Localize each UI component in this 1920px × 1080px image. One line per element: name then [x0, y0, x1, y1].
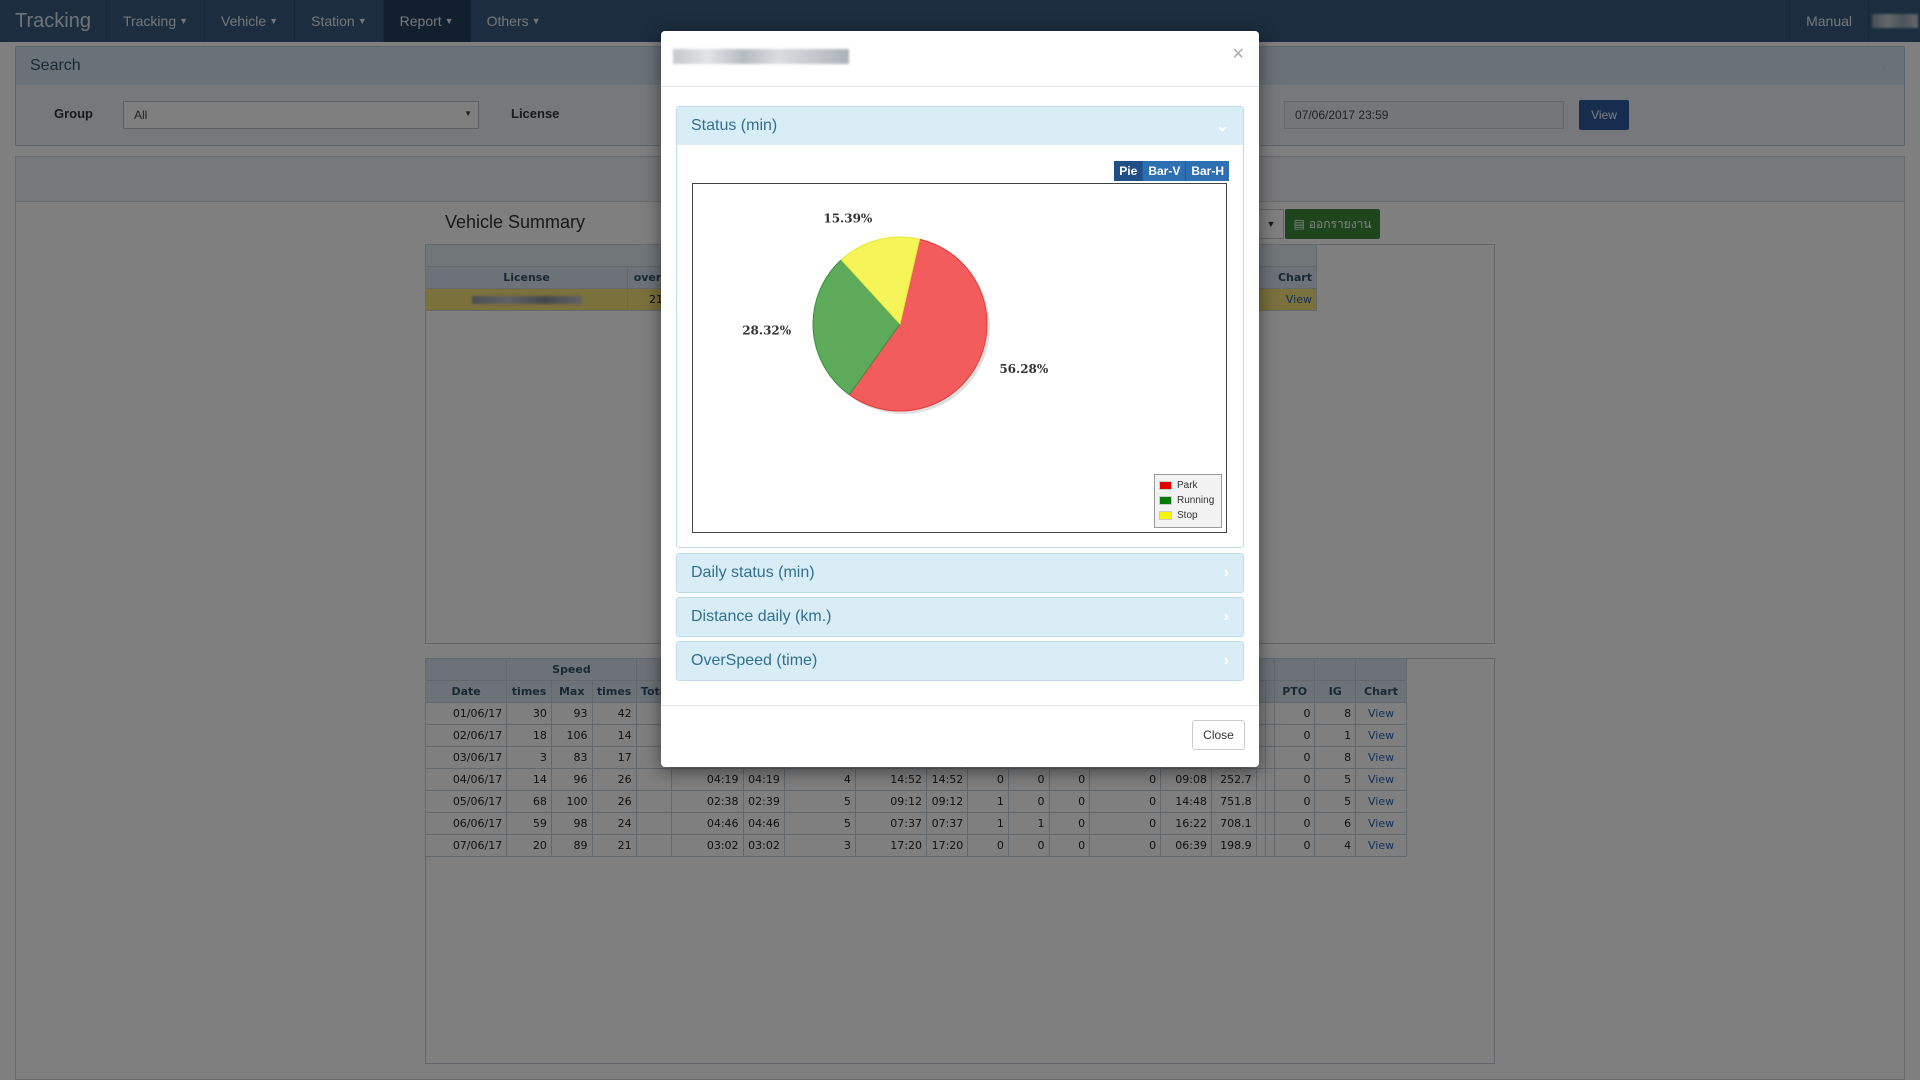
chart-type-pie-button[interactable]: Pie [1114, 161, 1144, 181]
blurred-modal-title [673, 49, 849, 64]
pie-value-label-stop: 15.39% [823, 212, 873, 226]
legend-swatch-running [1159, 496, 1172, 505]
pie-chart: 56.28% 28.32% 15.39% [742, 212, 1049, 414]
legend-swatch-park [1159, 481, 1172, 490]
accordion-distance-daily[interactable]: Distance daily (km.) › [676, 597, 1244, 637]
accordion-distance-daily-header[interactable]: Distance daily (km.) › [677, 598, 1243, 636]
chart-type-bar-v-button[interactable]: Bar-V [1143, 161, 1187, 181]
chart-modal: × Status (min) ⌄ Pie Bar-V Bar-H 56.28% 2… [661, 31, 1259, 767]
pie-slice-running[interactable] [812, 259, 901, 396]
legend-label-park: Park [1177, 480, 1198, 491]
chevron-down-icon: ⌄ [1215, 118, 1229, 135]
accordion-overspeed[interactable]: OverSpeed (time) › [676, 641, 1244, 681]
accordion-status: Status (min) ⌄ Pie Bar-V Bar-H 56.28% 28.… [676, 106, 1244, 548]
chevron-right-icon: › [1223, 652, 1229, 669]
pie-chart-frame: 56.28% 28.32% 15.39% Park Running Stop [692, 183, 1227, 533]
pie-slice-park[interactable] [848, 238, 988, 412]
accordion-overspeed-title: OverSpeed (time) [691, 652, 818, 669]
close-icon[interactable]: × [1232, 43, 1244, 65]
accordion-overspeed-header[interactable]: OverSpeed (time) › [677, 642, 1243, 680]
modal-header: × [661, 31, 1259, 87]
legend-label-stop: Stop [1177, 510, 1198, 521]
accordion-daily-status-title: Daily status (min) [691, 564, 815, 581]
chart-legend: Park Running Stop [1154, 474, 1222, 528]
pie-value-label-running: 28.32% [742, 323, 792, 337]
modal-footer: Close [661, 705, 1259, 767]
accordion-status-title: Status (min) [691, 117, 778, 134]
legend-swatch-stop [1159, 511, 1172, 520]
legend-item-running: Running [1159, 493, 1217, 508]
accordion-daily-status[interactable]: Daily status (min) › [676, 553, 1244, 593]
pie-value-label-park: 56.28% [999, 362, 1049, 376]
chevron-right-icon: › [1223, 564, 1229, 581]
pie-slice-stop[interactable] [840, 236, 921, 326]
legend-label-running: Running [1177, 495, 1215, 506]
accordion-status-header[interactable]: Status (min) ⌄ [677, 107, 1243, 145]
legend-item-stop: Stop [1159, 508, 1217, 523]
chart-type-switch: Pie Bar-V Bar-H [1114, 161, 1229, 181]
chevron-right-icon: › [1223, 608, 1229, 625]
close-button[interactable]: Close [1192, 720, 1245, 750]
legend-item-park: Park [1159, 478, 1217, 493]
chart-type-bar-h-button[interactable]: Bar-H [1186, 161, 1229, 181]
accordion-distance-daily-title: Distance daily (km.) [691, 608, 832, 625]
accordion-daily-status-header[interactable]: Daily status (min) › [677, 554, 1243, 592]
